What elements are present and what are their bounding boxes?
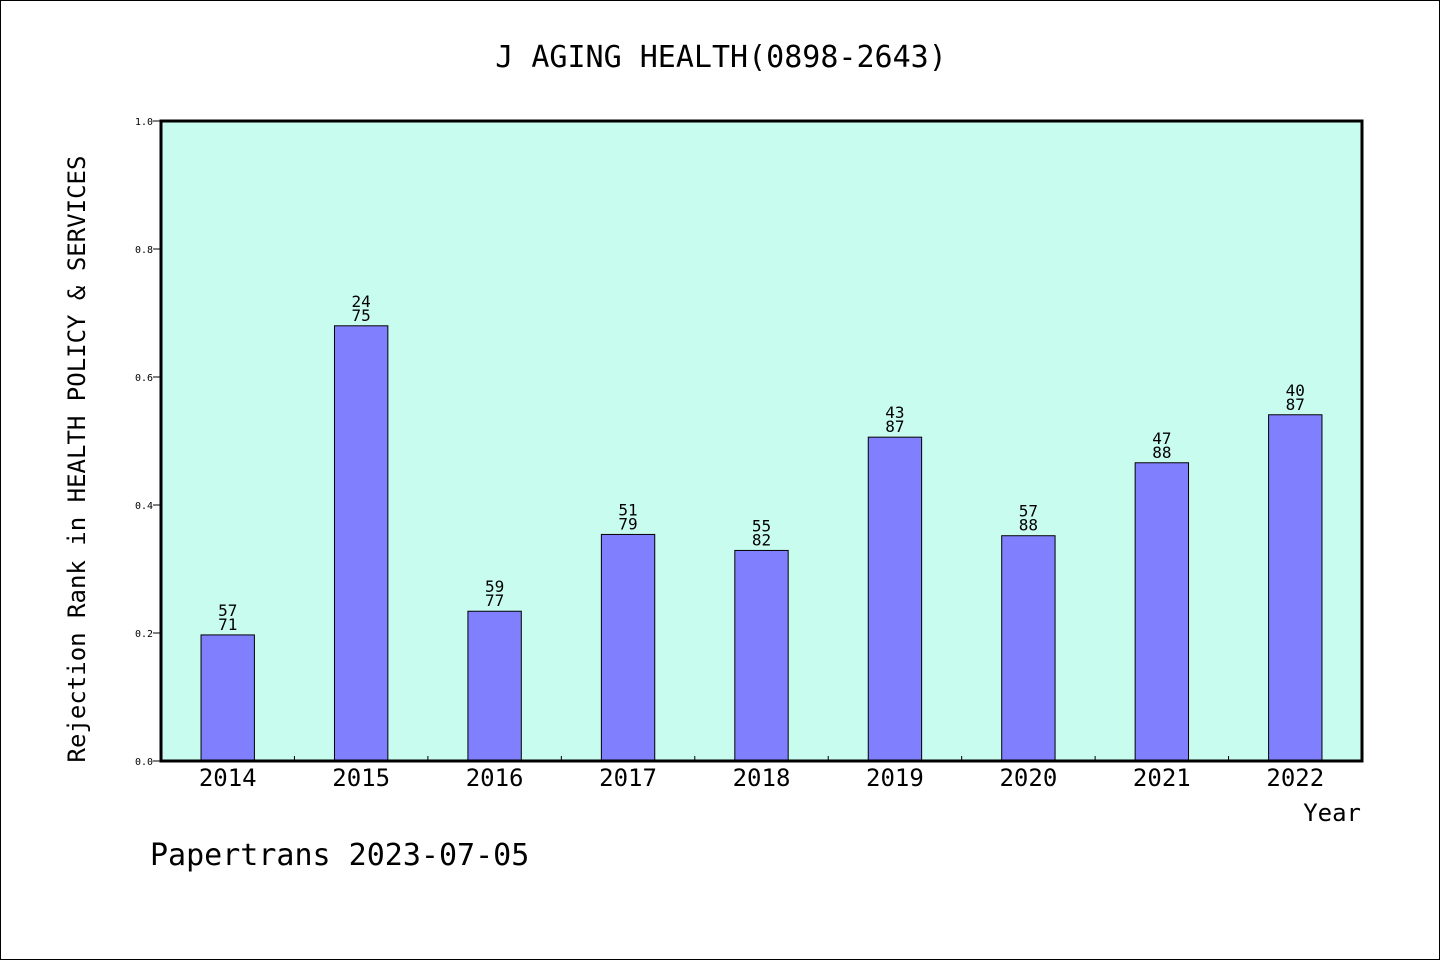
y-tick-label: 0.8 bbox=[135, 245, 153, 256]
bar-label-bottom: 87 bbox=[885, 417, 904, 436]
y-tick-label: 0.0 bbox=[135, 757, 153, 768]
bar-label-top: 43 bbox=[885, 403, 904, 422]
plot-border bbox=[159, 119, 1364, 763]
x-tick-label: 2016 bbox=[466, 764, 524, 792]
x-tick-label: 2020 bbox=[999, 764, 1057, 792]
bar-label-bottom: 88 bbox=[1152, 443, 1171, 462]
bar-label-bottom: 71 bbox=[218, 615, 237, 634]
bar-label-top: 57 bbox=[218, 601, 237, 620]
footer-credit: Papertrans 2023-07-05 bbox=[150, 838, 529, 873]
bar-label-top: 51 bbox=[618, 500, 637, 519]
x-tick-label: 2015 bbox=[332, 764, 390, 792]
x-axis-label: Year bbox=[1303, 799, 1361, 827]
bar-label-bottom: 88 bbox=[1019, 516, 1038, 535]
bar-2014 bbox=[200, 634, 255, 762]
y-tick-label: 0.2 bbox=[135, 629, 153, 640]
bar-2016 bbox=[467, 610, 522, 762]
x-tick-label: 2018 bbox=[733, 764, 791, 792]
bar-2022 bbox=[1268, 414, 1323, 762]
x-tick-label: 2021 bbox=[1133, 764, 1191, 792]
bar-label-top: 59 bbox=[485, 577, 504, 596]
bar-label-bottom: 82 bbox=[752, 530, 771, 549]
bar-label-top: 55 bbox=[752, 516, 771, 535]
x-tick-label: 2019 bbox=[866, 764, 924, 792]
bar-label-top: 47 bbox=[1152, 429, 1171, 448]
y-tick-label: 1.0 bbox=[135, 117, 153, 128]
bar-2021 bbox=[1134, 462, 1190, 762]
y-axis-label: Rejection Rank in HEALTH POLICY & SERVIC… bbox=[63, 156, 91, 763]
chart-title: J AGING HEALTH(0898-2643) bbox=[495, 40, 947, 75]
y-tick-label: 0.6 bbox=[135, 373, 153, 384]
bar-2018 bbox=[734, 549, 789, 762]
x-tick-label: 2014 bbox=[199, 764, 257, 792]
bar-label-bottom: 79 bbox=[618, 514, 637, 533]
x-tick-label: 2017 bbox=[599, 764, 657, 792]
bar-label-top: 57 bbox=[1019, 502, 1038, 521]
bar-label-top: 40 bbox=[1286, 381, 1305, 400]
bar-2020 bbox=[1001, 535, 1056, 762]
bar-2015 bbox=[333, 325, 389, 762]
y-tick-label: 0.4 bbox=[135, 501, 153, 512]
bar-label-top: 24 bbox=[352, 292, 371, 311]
bar-2017 bbox=[600, 533, 656, 762]
x-tick-label: 2022 bbox=[1266, 764, 1324, 792]
bar-2019 bbox=[867, 436, 923, 762]
bar-label-bottom: 87 bbox=[1286, 395, 1305, 414]
bar-label-bottom: 75 bbox=[352, 306, 371, 325]
bar-label-bottom: 77 bbox=[485, 591, 504, 610]
